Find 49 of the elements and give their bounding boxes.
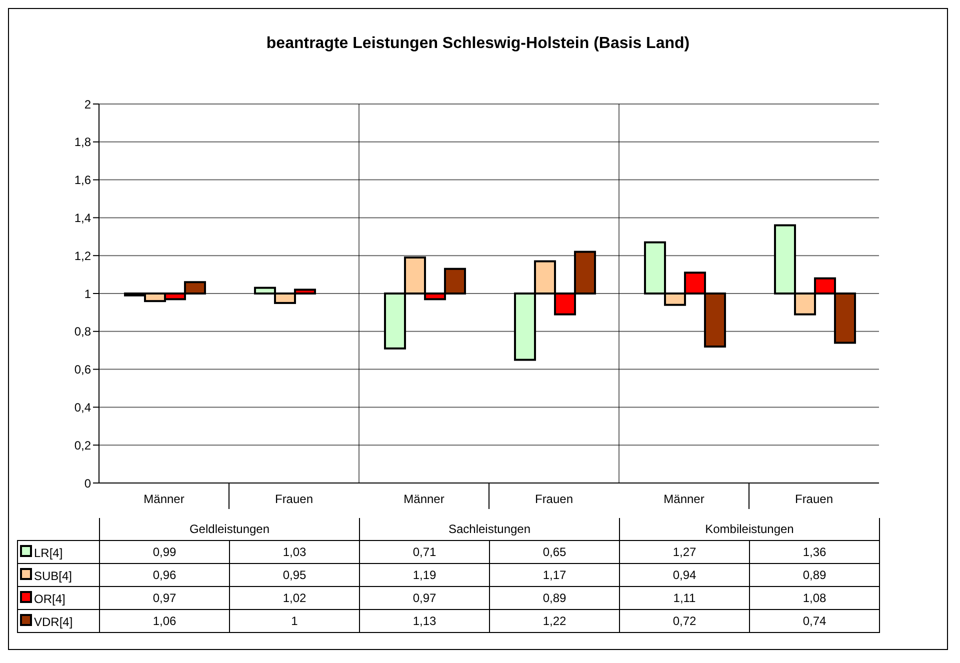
legend-label: LR[4] [18,540,100,564]
text: 0,96 [152,568,176,582]
x-tick-label: Männer [664,492,704,506]
text: 1,13 [412,614,436,628]
legend-label: SUB[4] [18,564,100,586]
text: 1,27 [672,545,696,559]
chart-title: beantragte Leistungen Schleswig-Holstein (Basis Land) [265,35,691,53]
y-tick-label: 2 [84,97,92,112]
text: Kombileistungen [620,518,880,540]
text: 0,97 [412,591,436,605]
y-tick-label: 1,2 [74,248,92,263]
text: 1,08 [802,591,826,605]
text: 1,06 [152,614,176,628]
y-tick-label: 0,8 [74,324,92,339]
x-tick-label: Frauen [794,492,834,506]
legend-label: OR[4] [18,586,100,610]
x-tick-label: Frauen [274,492,314,506]
text: 1,22 [542,614,566,628]
y-tick-label: 0,6 [74,362,92,377]
y-tick-label: 1,6 [74,173,92,188]
x-tick-label: Männer [144,492,184,506]
text: 0,89 [802,568,826,582]
text: 1,36 [802,545,826,559]
y-tick-label: 1,4 [74,210,92,225]
y-tick-label: 0,2 [74,438,92,452]
x-tick-label: Frauen [534,492,574,506]
text: 0,95 [282,568,306,582]
text: 0,89 [542,591,566,605]
y-tick-label: 0,4 [74,400,92,414]
text: 0,72 [672,614,696,628]
text: 0,97 [152,591,176,605]
text: 1,03 [282,545,306,559]
y-tick-label: 1 [84,286,92,301]
text: 0,99 [152,545,176,559]
text: Sachleistungen [360,518,620,540]
text: 0,71 [412,545,436,559]
text: 1 [291,614,298,628]
text: 0,65 [542,545,566,559]
x-tick-label: Männer [404,492,444,506]
text: 1,19 [412,568,436,582]
text: 0,94 [672,568,696,582]
text: Geldleistungen [100,518,360,540]
y-tick-label: 1,8 [74,135,92,150]
legend-label: VDR[4] [18,610,100,632]
text: 1,11 [673,591,696,605]
text: 0,74 [802,614,826,628]
text: 1,02 [282,591,306,605]
text: 1,17 [542,568,566,582]
y-tick-label: 0 [84,476,92,490]
